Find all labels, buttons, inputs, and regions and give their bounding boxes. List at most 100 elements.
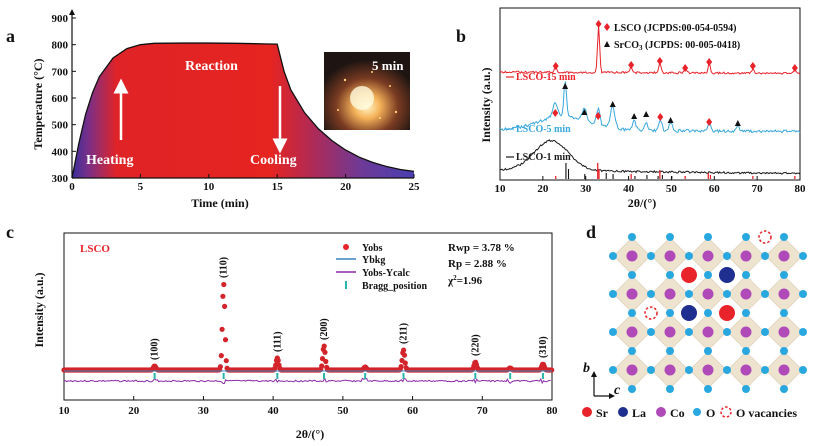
c-ylabel: Intensity (a.u.) [32,272,46,347]
hkl-label: (220) [470,334,481,356]
c-x-tick-label: 10 [59,405,71,417]
b-series-label: LSCO-5 min [516,124,571,135]
a-x-tick-label: 5 [138,181,144,193]
a-y-tick-label: 700 [52,66,69,78]
b-ylabel: Intensity (a.u.) [479,67,493,142]
b-series-label: LSCO-1 min [516,152,571,163]
co-atom [702,288,714,300]
b-x-tick-label: 40 [623,183,635,195]
panel-a: a 0 5 10 15 20 25 300 400 500 600 700 800 900 Time (… [6,9,420,210]
yobs-point [402,360,408,366]
o-atom [761,290,769,298]
legend-co-dot [656,407,666,417]
o-atom [742,347,750,355]
panel-c: c 10 20 30 40 50 60 70 80 (100) (110) (111) (200) (2… [6,222,558,441]
yobs-point [220,293,226,299]
legend-la-label: La [632,406,646,420]
a-y-tick-label: 300 [52,173,69,185]
o-atom [666,309,674,317]
srco3-peak-marker [609,101,616,107]
co-atom [740,288,752,300]
c-frame [63,232,553,401]
o-atom [609,290,617,298]
b-x-tick-label: 20 [537,183,549,195]
yobs-point [398,364,404,370]
lsco-peak-marker [552,109,559,117]
temperature-area [72,43,414,178]
o-atom [723,328,731,336]
o-atom [685,252,693,260]
yobs-point [401,352,408,358]
co-atom [626,364,638,376]
trace-lsco-15min [499,25,801,75]
srco3-peak-marker [667,117,674,123]
o-atom [628,271,636,279]
legend-diff-label: Yobs-Ycalc [362,268,410,279]
c-x-tick-label: 30 [198,405,210,417]
o-atom [780,233,788,241]
legend-vacancy-label: O vacancies [736,406,797,420]
legend-lsco-label: LSCO (JCPDS:00-054-0594) [614,23,737,34]
yobs-point [401,347,407,353]
a-y-tick-label: 800 [52,40,69,52]
a-x-tick-label: 10 [203,181,215,193]
yobs-point [319,363,325,369]
legend-sr-label: Sr [596,406,609,420]
a-y-tick-label: 900 [52,13,69,25]
panel-letter-b: b [456,26,466,46]
o-atom [780,385,788,393]
legend-co-label: Co [670,406,685,420]
o-atom [704,309,712,317]
legend-yobs-label: Yobs [362,243,383,254]
legend-srco3-marker [604,41,610,47]
o-atom [799,252,807,260]
co-atom [778,326,790,338]
o-atom [628,385,636,393]
temperature-curve [71,42,415,179]
b-x-tick-label: 30 [580,183,592,195]
legend-o-dot [693,408,701,416]
yobs-point [218,353,224,359]
yobs-point [217,364,223,370]
o-atom [647,290,655,298]
b-x-tick-label: 60 [709,183,721,195]
legend-o-label: O [706,406,715,420]
yobs-point [323,358,329,365]
xrd-time-series-chart: 10 20 30 40 50 60 70 80 LSCO-15 min LSCO-5 min LSC… [495,7,807,195]
hkl-label: (110) [219,257,230,278]
b-x-tick-label: 80 [795,183,807,195]
lsco-peak-marker [706,58,713,66]
o-atom [609,366,617,374]
legend-lsco-marker [604,23,610,31]
lsco-peak-marker [656,57,663,65]
co-atom [740,364,752,376]
o-atom [685,328,693,336]
lsco-peak-marker [791,64,798,72]
co-atom [626,326,638,338]
co-atom [778,250,790,262]
b-x-tick-label: 70 [752,183,764,195]
la-atom [719,267,735,283]
co-atom [702,364,714,376]
o-atom [742,309,750,317]
o-atom [742,385,750,393]
a-x-tick-label: 25 [409,181,421,193]
legend-la-dot [618,407,628,417]
o-atom [723,290,731,298]
c-x-tick-label: 50 [337,405,349,417]
o-atom [666,271,674,279]
legend-yobs-marker [343,244,349,250]
inset-time-label: 5 min [372,58,404,73]
o-atom [742,233,750,241]
panel-letter-a: a [6,26,15,46]
co-atom [778,364,790,376]
o-atom [647,366,655,374]
rietveld-refinement-chart: 10 20 30 40 50 60 70 80 (100) (110) (111) (200) (211… [59,232,558,417]
lsco-peak-marker [749,62,756,70]
cooling-label: Cooling [250,153,297,168]
o-atom [666,347,674,355]
co-atom [664,364,676,376]
b-xlabel: 2θ/(°) [628,196,656,210]
yobs-point [222,337,229,343]
panel-letter-d: d [586,222,596,242]
